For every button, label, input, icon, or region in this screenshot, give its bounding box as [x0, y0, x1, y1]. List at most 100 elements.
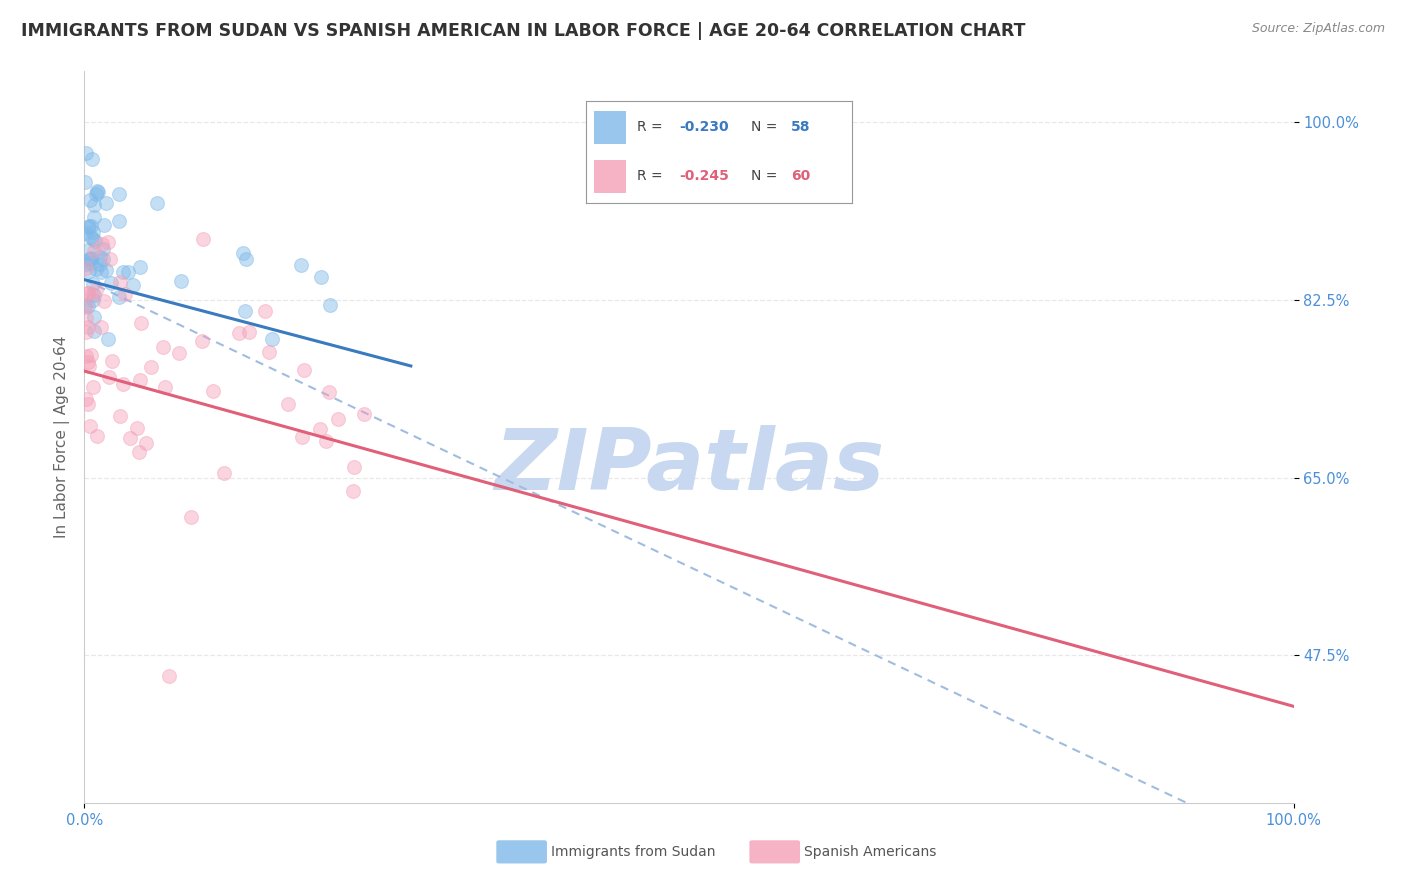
Point — [82, 293, 104, 307]
Point — [75, 300, 97, 314]
Point — [319, 298, 342, 312]
Point — [125, 421, 148, 435]
Point — [75, 226, 97, 240]
Point — [86, 429, 108, 443]
Point — [276, 396, 298, 410]
Point — [253, 304, 276, 318]
Text: ZIPatlas: ZIPatlas — [494, 425, 884, 508]
Point — [291, 430, 314, 444]
Point — [118, 432, 141, 446]
Point — [97, 370, 120, 384]
Point — [114, 287, 136, 301]
Point — [311, 270, 333, 285]
Point — [129, 316, 152, 330]
Point — [110, 275, 132, 289]
Point — [84, 187, 107, 202]
Point — [80, 348, 103, 362]
Point — [79, 264, 101, 278]
Point — [80, 252, 103, 266]
Point — [90, 236, 112, 251]
Point — [77, 219, 100, 234]
Point — [233, 304, 256, 318]
Point — [83, 244, 105, 259]
Point — [129, 373, 152, 387]
Point — [80, 256, 103, 270]
Point — [77, 320, 100, 334]
Point — [77, 285, 100, 300]
Point — [76, 355, 98, 369]
Point — [139, 360, 162, 375]
Point — [82, 380, 104, 394]
Point — [80, 152, 103, 166]
Point — [83, 197, 105, 211]
Point — [93, 219, 115, 233]
Point — [122, 277, 145, 292]
Point — [167, 345, 190, 359]
Point — [91, 242, 114, 256]
Point — [77, 252, 100, 266]
Point — [107, 214, 129, 228]
Point — [170, 274, 193, 288]
Point — [73, 298, 96, 312]
Point — [86, 184, 108, 198]
Point — [75, 260, 97, 275]
Point — [260, 333, 283, 347]
Point — [96, 196, 118, 211]
Point — [76, 219, 98, 234]
Point — [238, 325, 260, 339]
Text: Source: ZipAtlas.com: Source: ZipAtlas.com — [1251, 22, 1385, 36]
Point — [228, 326, 250, 340]
Point — [117, 265, 139, 279]
Point — [232, 246, 254, 260]
Point — [75, 175, 97, 189]
Point — [135, 436, 157, 450]
Point — [90, 265, 112, 279]
Point — [110, 409, 132, 423]
Point — [108, 187, 131, 202]
Point — [79, 418, 101, 433]
Point — [292, 363, 315, 377]
Point — [80, 286, 103, 301]
Point — [75, 349, 97, 363]
Point — [76, 299, 98, 313]
Point — [79, 193, 101, 207]
Point — [128, 260, 150, 274]
Point — [100, 276, 122, 290]
Point — [112, 265, 135, 279]
Point — [80, 230, 103, 244]
Point — [214, 466, 236, 480]
Point — [83, 310, 105, 324]
Point — [290, 258, 312, 272]
Point — [191, 232, 214, 246]
Point — [75, 145, 97, 160]
Point — [90, 319, 112, 334]
Point — [111, 376, 134, 391]
Point — [84, 235, 107, 249]
Point — [309, 422, 332, 436]
Point — [180, 510, 202, 524]
Point — [353, 407, 375, 421]
Point — [128, 445, 150, 459]
Point — [101, 354, 124, 368]
Point — [83, 288, 105, 302]
Point — [79, 219, 101, 234]
Point — [328, 412, 350, 426]
Point — [315, 434, 337, 448]
Point — [89, 257, 111, 271]
Point — [190, 334, 212, 348]
Point — [342, 484, 364, 499]
Point — [86, 185, 108, 199]
Text: Immigrants from Sudan: Immigrants from Sudan — [551, 845, 716, 859]
Y-axis label: In Labor Force | Age 20-64: In Labor Force | Age 20-64 — [55, 336, 70, 538]
Point — [97, 235, 120, 249]
Point — [82, 225, 104, 239]
Point — [318, 384, 340, 399]
Point — [94, 262, 117, 277]
Point — [75, 310, 97, 325]
Point — [83, 211, 105, 225]
Point — [75, 325, 97, 339]
Point — [86, 283, 108, 297]
Point — [77, 359, 100, 373]
Point — [80, 252, 103, 267]
Point — [83, 324, 105, 338]
